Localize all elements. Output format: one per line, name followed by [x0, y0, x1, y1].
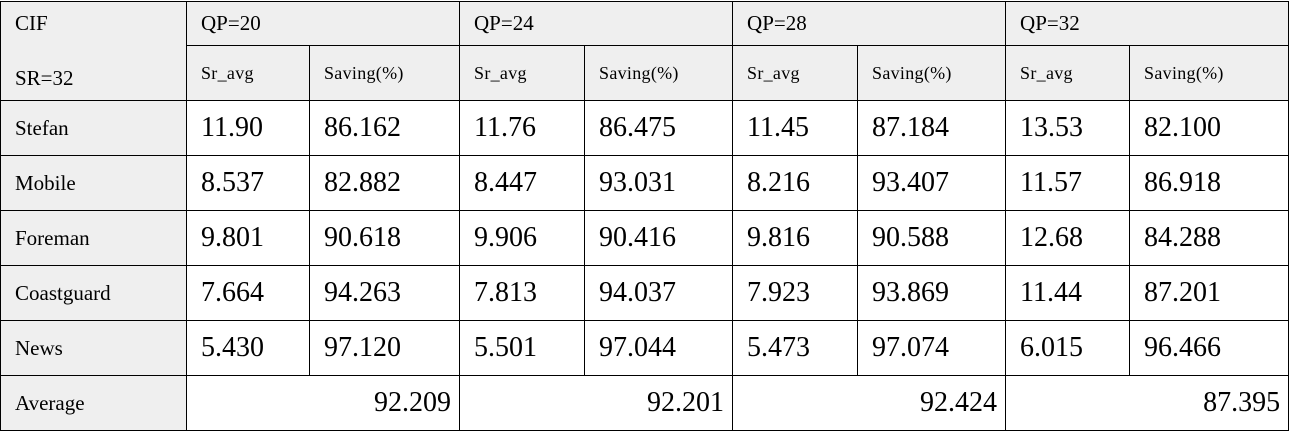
data-cell: 11.45 [732, 100, 859, 156]
data-cell: 90.618 [308, 210, 461, 266]
data-cell: 86.162 [308, 100, 461, 156]
data-cell: 9.801 [186, 210, 310, 266]
data-cell: 97.074 [857, 320, 1007, 376]
data-cell: 87.201 [1129, 265, 1289, 321]
row-name: Foreman [0, 210, 187, 266]
data-cell: 7.664 [186, 265, 310, 321]
data-cell: 94.037 [584, 265, 734, 321]
data-cell: 8.447 [459, 155, 586, 211]
data-cell: 97.120 [308, 320, 461, 376]
subheader-row: Sr_avg Saving(%) Sr_avg Saving(%) Sr_avg Savi… [1, 45, 1289, 101]
row-name: Stefan [0, 100, 187, 156]
average-cell: 92.201 [459, 375, 734, 431]
sub-header: Sr_avg [186, 45, 310, 101]
sub-header: Saving(%) [584, 45, 734, 101]
qp-header: QP=24 [459, 1, 734, 46]
data-cell: 84.288 [1129, 210, 1289, 266]
data-row: Coastguard 7.664 94.263 7.813 94.037 7.923 93.… [0, 265, 1289, 321]
data-cell: 11.57 [1005, 155, 1131, 211]
row-name: Average [0, 375, 187, 431]
data-cell: 12.68 [1005, 210, 1131, 266]
average-cell: 87.395 [1005, 375, 1289, 431]
data-cell: 5.430 [186, 320, 310, 376]
data-cell: 93.031 [584, 155, 734, 211]
corner-cell: CIF SR=32 [0, 1, 187, 101]
sub-header: Saving(%) [308, 45, 461, 101]
data-row: Foreman 9.801 90.618 9.906 90.416 9.816 90.588… [0, 210, 1289, 266]
row-name: Mobile [0, 155, 187, 211]
average-cell: 92.209 [185, 375, 461, 431]
row-name: News [0, 320, 187, 376]
sub-header: Sr_avg [1005, 45, 1131, 101]
data-cell: 11.44 [1005, 265, 1131, 321]
data-cell: 11.76 [459, 100, 586, 156]
data-cell: 93.407 [857, 155, 1007, 211]
data-cell: 93.869 [857, 265, 1007, 321]
data-cell: 96.466 [1129, 320, 1289, 376]
sub-header: Sr_avg [732, 45, 859, 101]
corner-label: SR=32 [15, 66, 74, 90]
data-cell: 82.100 [1129, 100, 1289, 156]
data-cell: 5.501 [459, 320, 586, 376]
data-cell: 7.923 [732, 265, 859, 321]
data-cell: 86.475 [584, 100, 734, 156]
data-cell: 90.588 [857, 210, 1007, 266]
data-row: Mobile 8.537 82.882 8.447 93.031 8.216 93.407 1… [0, 155, 1289, 211]
data-cell: 97.044 [584, 320, 734, 376]
data-cell: 9.816 [732, 210, 859, 266]
average-cell: 92.424 [732, 375, 1007, 431]
data-cell: 8.216 [732, 155, 859, 211]
data-cell: 11.90 [186, 100, 310, 156]
sub-header: Saving(%) [1129, 45, 1289, 101]
data-cell: 86.918 [1129, 155, 1289, 211]
average-row: Average 92.209 92.201 92.424 87.395 [0, 375, 1289, 431]
sub-header: Sr_avg [459, 45, 586, 101]
data-cell: 94.263 [308, 265, 461, 321]
data-row: Stefan 11.90 86.162 11.76 86.475 11.45 87.184 1… [0, 100, 1289, 156]
sub-header: Saving(%) [857, 45, 1007, 101]
data-cell: 9.906 [459, 210, 586, 266]
qp-header: QP=28 [732, 1, 1007, 46]
data-cell: 87.184 [857, 100, 1007, 156]
data-cell: 13.53 [1005, 100, 1131, 156]
data-cell: 82.882 [308, 155, 461, 211]
data-cell: 8.537 [186, 155, 310, 211]
data-cell: 7.813 [459, 265, 586, 321]
data-row: News 5.430 97.120 5.501 97.044 5.473 97.074 6.0… [0, 320, 1289, 376]
header-row: CIF SR=32 QP=20 QP=24 QP=28 QP=32 [0, 1, 1289, 101]
qp-header: QP=32 [1005, 1, 1289, 46]
corner-label: CIF [15, 11, 48, 35]
data-cell: 5.473 [732, 320, 859, 376]
data-cell: 6.015 [1005, 320, 1131, 376]
data-cell: 90.416 [584, 210, 734, 266]
row-name: Coastguard [0, 265, 187, 321]
qp-header: QP=20 [185, 1, 461, 46]
